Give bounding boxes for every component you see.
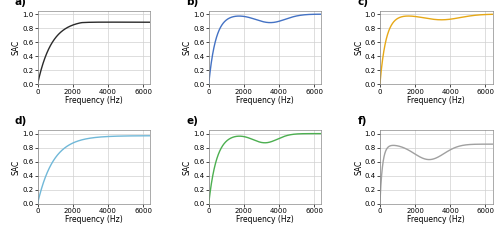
X-axis label: Frequency (Hz): Frequency (Hz) — [65, 215, 122, 224]
X-axis label: Frequency (Hz): Frequency (Hz) — [236, 96, 294, 105]
Text: d): d) — [15, 116, 27, 126]
Text: a): a) — [15, 0, 27, 7]
Y-axis label: SAC: SAC — [354, 159, 363, 175]
Y-axis label: SAC: SAC — [12, 40, 20, 55]
X-axis label: Frequency (Hz): Frequency (Hz) — [408, 96, 465, 105]
Text: f): f) — [358, 116, 366, 126]
Y-axis label: SAC: SAC — [354, 40, 363, 55]
Y-axis label: SAC: SAC — [12, 159, 20, 175]
X-axis label: Frequency (Hz): Frequency (Hz) — [236, 215, 294, 224]
Text: c): c) — [358, 0, 368, 7]
Y-axis label: SAC: SAC — [183, 40, 192, 55]
Text: e): e) — [186, 116, 198, 126]
X-axis label: Frequency (Hz): Frequency (Hz) — [65, 96, 122, 105]
X-axis label: Frequency (Hz): Frequency (Hz) — [408, 215, 465, 224]
Text: b): b) — [186, 0, 198, 7]
Y-axis label: SAC: SAC — [183, 159, 192, 175]
